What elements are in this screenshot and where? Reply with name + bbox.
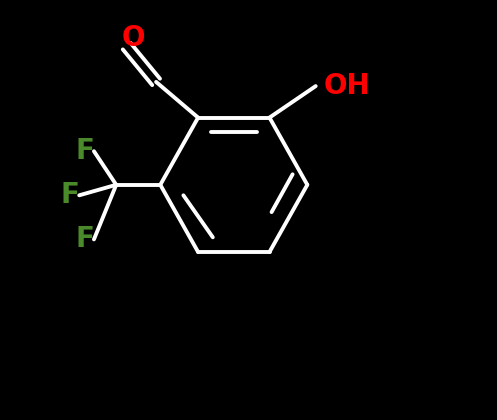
Text: F: F — [75, 226, 94, 253]
Text: O: O — [121, 24, 145, 52]
Text: F: F — [61, 181, 80, 209]
Text: OH: OH — [324, 72, 370, 100]
Text: F: F — [75, 137, 94, 165]
